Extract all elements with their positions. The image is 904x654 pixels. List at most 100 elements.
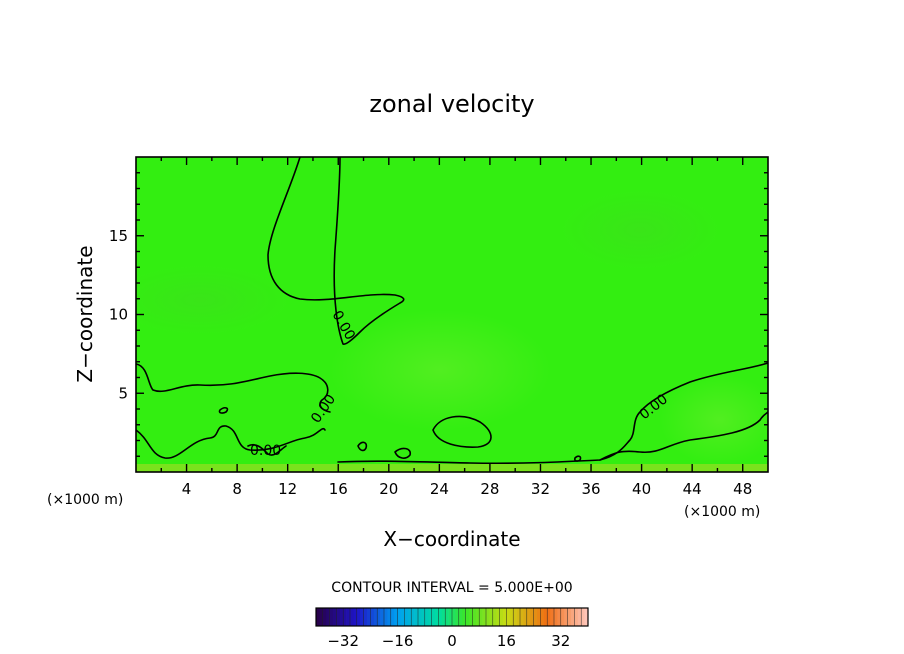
colorbar-cell: [407, 608, 412, 626]
colorbar-cell: [489, 608, 494, 626]
colorbar-cell: [526, 608, 531, 626]
x-unit-right: (×1000 m): [684, 504, 760, 520]
colorbar-cell: [581, 608, 585, 626]
colorbar-cell: [421, 608, 426, 626]
contour-line: [136, 363, 331, 413]
contour-line: [267, 157, 405, 345]
colorbar-cell: [537, 608, 541, 626]
colorbar-cell: [503, 608, 507, 626]
y-tick-label: 15: [109, 227, 128, 245]
colorbar-cell: [319, 608, 324, 626]
x-tick-label: 48: [733, 480, 752, 498]
colorbar-cell: [448, 608, 453, 626]
x-tick-label: 36: [581, 480, 600, 498]
colorbar-cell: [506, 608, 511, 626]
colorbar-cell: [339, 608, 344, 626]
colorbar-cell: [560, 608, 565, 626]
colorbar-cell: [394, 608, 398, 626]
colorbar-cell: [397, 608, 402, 626]
field-shade: [560, 190, 720, 270]
y-axis-label: Z−coordinate: [73, 245, 97, 382]
plot-area: [136, 157, 768, 472]
colorbar-cell: [363, 608, 368, 626]
colorbar-cell: [486, 608, 490, 626]
contour-line: [357, 441, 368, 452]
colorbar-cell: [513, 608, 517, 626]
colorbar-cell: [469, 608, 473, 626]
contour-line: [247, 443, 287, 456]
colorbar-cell: [472, 608, 477, 626]
field-shade: [136, 265, 290, 335]
x-tick-label: 12: [278, 480, 297, 498]
colorbar-cell: [523, 608, 528, 626]
colorbar-cell: [567, 608, 572, 626]
colorbar-cell: [435, 608, 439, 626]
field-shade: [660, 375, 768, 465]
x-axis-ticks: 4 8 12 16 20 24 28 32 36 40 44 48: [160, 157, 752, 498]
colorbar-ticks: −32 −16 0 16 32: [327, 632, 570, 650]
colorbar-tick-label: −16: [382, 632, 414, 650]
chart-title: zonal velocity: [369, 90, 534, 118]
colorbar-cell: [404, 608, 409, 626]
colorbar-cell: [550, 608, 555, 626]
colorbar-cell: [557, 608, 562, 626]
contour-line: [574, 455, 582, 462]
contour-label: 0.00: [250, 443, 281, 459]
x-tick-label: 28: [480, 480, 499, 498]
colorbar-cell: [465, 608, 470, 626]
colorbar-cell: [441, 608, 446, 626]
x-tick-label: 20: [379, 480, 398, 498]
x-axis-label: X−coordinate: [383, 527, 520, 551]
colorbar-cell: [479, 608, 483, 626]
colorbar-cell: [367, 608, 371, 626]
colorbar-cell: [475, 608, 480, 626]
colorbar-cell: [533, 608, 538, 626]
colorbar-cell: [564, 608, 568, 626]
colorbar-cell: [373, 608, 378, 626]
colorbar-cell: [577, 608, 582, 626]
colorbar-cell: [547, 608, 551, 626]
colorbar-cell: [411, 608, 415, 626]
colorbar-cell: [336, 608, 341, 626]
colorbar-cell: [452, 608, 456, 626]
colorbar-cell: [445, 608, 449, 626]
colorbar-cell: [326, 608, 330, 626]
colorbar-cell: [353, 608, 358, 626]
colorbar-cell: [384, 608, 388, 626]
contour-line: [394, 447, 412, 459]
colorbar-tick-label: 16: [497, 632, 516, 650]
colorbar-cell: [370, 608, 375, 626]
contour-line: [136, 425, 326, 459]
colorbar-cell: [438, 608, 443, 626]
colorbar-cell: [387, 608, 392, 626]
colorbar-cell: [350, 608, 354, 626]
colorbar-cell: [540, 608, 545, 626]
colorbar-cell: [496, 608, 500, 626]
colorbar-cell: [343, 608, 347, 626]
colorbar-cell: [428, 608, 432, 626]
colorbar-cell: [543, 608, 548, 626]
colorbar-cell: [509, 608, 514, 626]
colorbar-cell: [329, 608, 334, 626]
colorbar-cell: [574, 608, 579, 626]
colorbar-cell: [492, 608, 497, 626]
colorbar-cell: [499, 608, 504, 626]
x-tick-label: 16: [329, 480, 348, 498]
colorbar-cell: [316, 608, 320, 626]
y-tick-label: 5: [118, 384, 128, 402]
x-tick-label: 40: [632, 480, 651, 498]
x-tick-label: 4: [182, 480, 192, 498]
colorbar-cell: [424, 608, 429, 626]
field-shade: [330, 310, 550, 430]
colorbar-cell: [520, 608, 524, 626]
x-tick-label: 44: [683, 480, 702, 498]
x-tick-label: 32: [531, 480, 550, 498]
colorbar-tick-label: −32: [327, 632, 359, 650]
colorbar-cell: [401, 608, 405, 626]
colorbar-cell: [377, 608, 381, 626]
colorbar-cell: [554, 608, 558, 626]
contour-interval-text: CONTOUR INTERVAL = 5.000E+00: [331, 580, 572, 596]
y-tick-label: 10: [109, 306, 128, 324]
colorbar-cell: [482, 608, 487, 626]
